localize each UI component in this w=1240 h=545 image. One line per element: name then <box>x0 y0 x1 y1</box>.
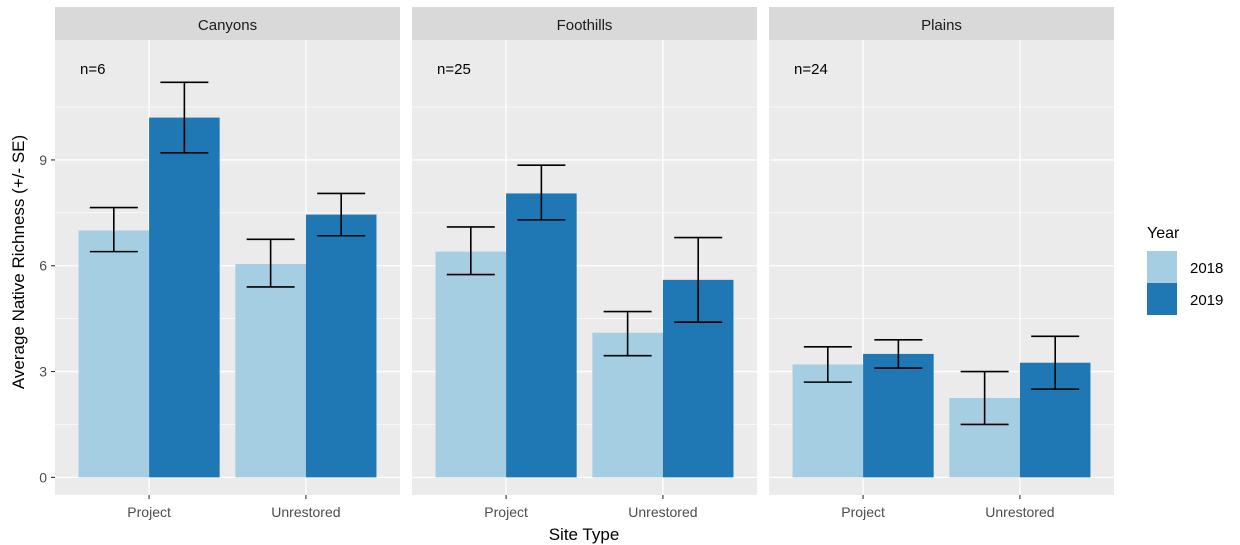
error-bar <box>246 238 295 288</box>
legend-swatch-2018 <box>1147 251 1177 283</box>
y-tick-label: 6 <box>39 258 47 274</box>
panel-canyons: Canyons n=6 Project Unrestored <box>55 7 400 520</box>
legend: Year 2018 2019 <box>1147 225 1223 315</box>
bar-2018-project <box>435 251 507 478</box>
y-axis-title: Average Native Richness (+/- SE) <box>9 135 28 389</box>
error-bar <box>874 339 923 369</box>
facet-strip-label: Foothills <box>557 17 613 34</box>
x-tick-label: Unrestored <box>985 504 1054 520</box>
panel-foothills: Foothills n=25 Project Unrestored <box>412 7 757 520</box>
error-bar <box>446 226 495 276</box>
legend-label-2018: 2018 <box>1190 260 1223 277</box>
sample-size-annotation: n=6 <box>80 61 105 78</box>
legend-swatch-2019 <box>1147 283 1177 315</box>
y-tick-label: 0 <box>39 469 47 485</box>
legend-label-2019: 2019 <box>1190 292 1223 309</box>
error-bar <box>603 310 652 357</box>
bar-2019-project <box>149 117 220 478</box>
error-bar <box>674 236 723 323</box>
error-bar <box>803 346 852 383</box>
error-bar <box>89 206 138 253</box>
facet-strip-label: Plains <box>921 17 962 34</box>
error-bar <box>317 192 366 237</box>
bar-2018-unrestored <box>592 332 663 478</box>
facet-strip <box>55 7 400 40</box>
error-bar <box>160 81 209 154</box>
x-tick-label: Unrestored <box>628 504 697 520</box>
facet-strip <box>769 7 1114 40</box>
x-tick-label: Project <box>484 504 528 520</box>
x-axis-title: Site Type <box>549 525 620 544</box>
facet-strip <box>412 7 757 40</box>
y-tick-label: 9 <box>39 152 47 168</box>
x-tick-label: Project <box>127 504 171 520</box>
sample-size-annotation: n=24 <box>794 61 828 78</box>
error-bar <box>960 370 1009 426</box>
x-tick-label: Unrestored <box>271 504 340 520</box>
panel-plains: Plains n=24 Project Unrestored <box>769 7 1114 520</box>
panels: Canyons n=6 Project Unrestored Foothills n=25… <box>55 7 1114 520</box>
y-axis: 0 3 6 9 <box>39 152 55 485</box>
bar-2018-project <box>792 364 864 478</box>
x-tick-label: Project <box>841 504 885 520</box>
legend-title: Year <box>1147 225 1180 242</box>
facet-strip-label: Canyons <box>198 17 257 34</box>
bar-2019-project <box>863 353 934 478</box>
bar-2019-unrestored <box>305 214 377 478</box>
y-tick-label: 3 <box>39 364 47 380</box>
error-bar <box>517 164 566 221</box>
bar-2019-project <box>506 193 577 478</box>
bar-2018-unrestored <box>235 263 306 478</box>
bar-2018-project <box>78 230 150 478</box>
error-bar <box>1031 335 1080 390</box>
sample-size-annotation: n=25 <box>437 61 471 78</box>
